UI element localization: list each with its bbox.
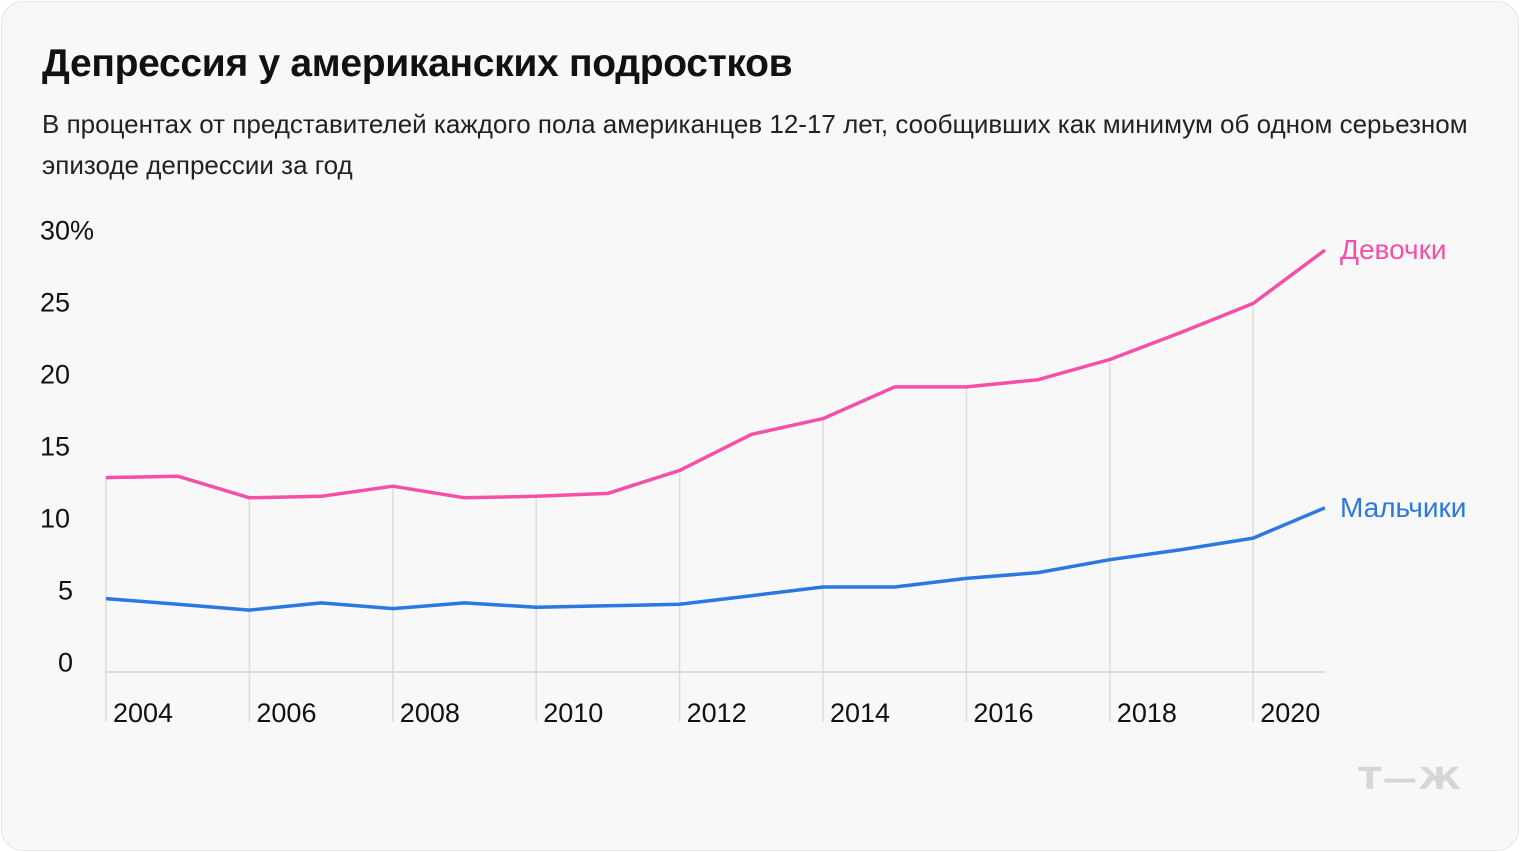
y-tick-label: 20 — [40, 360, 70, 390]
x-tick-label: 2006 — [256, 698, 316, 728]
series-line-girls — [105, 248, 1326, 500]
x-tick-label: 2008 — [400, 698, 460, 728]
x-tick-label: 2010 — [543, 698, 603, 728]
x-tick-label: 2012 — [687, 698, 747, 728]
x-tick-label: 2004 — [113, 698, 173, 728]
series-line-boys — [105, 506, 1326, 612]
series-label: Мальчики — [1340, 492, 1466, 523]
y-tick-label: 30% — [40, 216, 94, 246]
chart-subtitle: В процентах от представителей каждого по… — [42, 109, 1468, 180]
y-tick-label: 15 — [40, 432, 70, 462]
y-tick-label: 0 — [58, 648, 73, 678]
tzh-logo: Т—Ж — [1358, 762, 1462, 797]
y-tick-label: 25 — [40, 288, 70, 318]
y-tick-label: 10 — [40, 504, 70, 534]
x-tick-label: 2020 — [1260, 698, 1320, 728]
series-label: Девочки — [1340, 234, 1447, 265]
x-tick-label: 2016 — [973, 698, 1033, 728]
x-tick-label: 2014 — [830, 698, 890, 728]
chart-title: Депрессия у американских подростков — [42, 42, 793, 85]
y-tick-label: 5 — [58, 576, 73, 606]
x-tick-label: 2018 — [1117, 698, 1177, 728]
